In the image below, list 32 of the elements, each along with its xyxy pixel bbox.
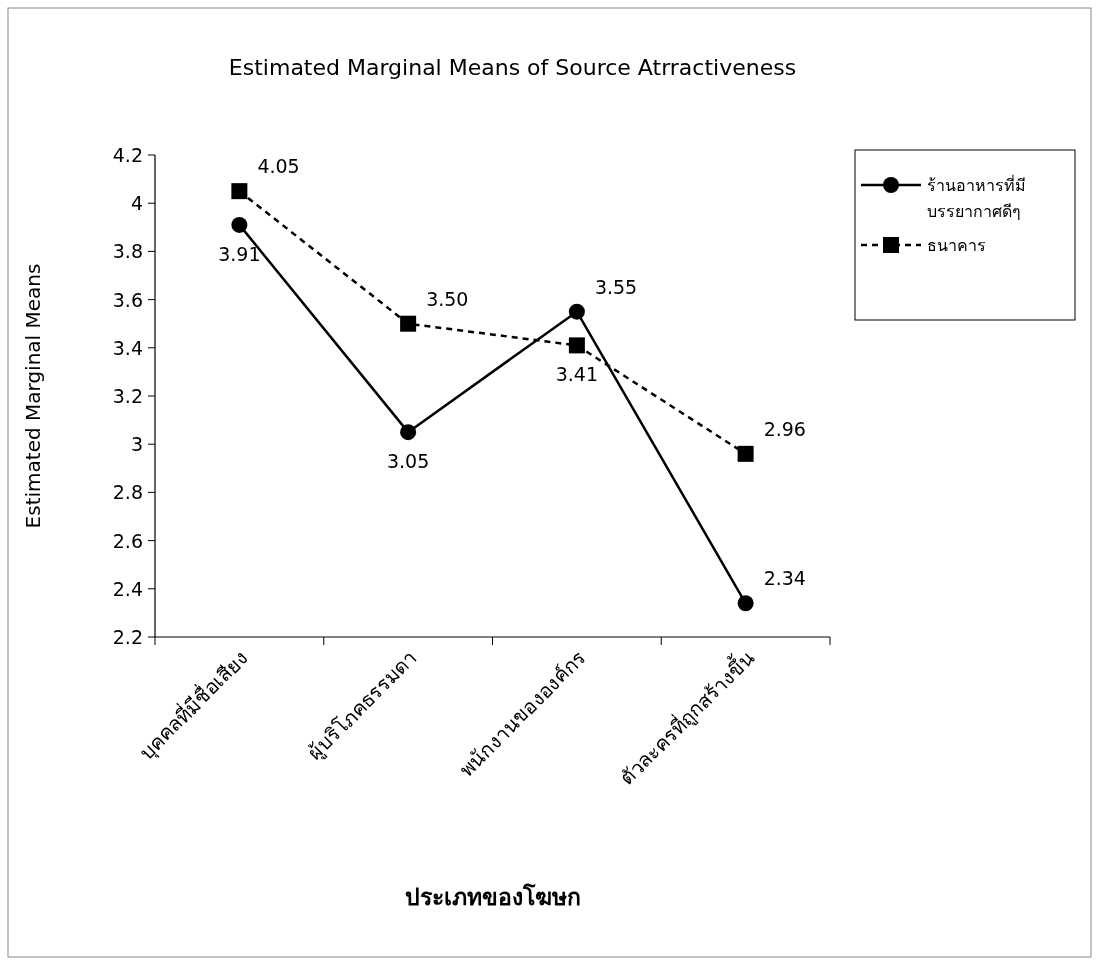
ytick: 2.4 — [112, 577, 143, 600]
value-label: 2.34 — [763, 567, 806, 590]
value-label: 3.41 — [555, 363, 599, 386]
point — [737, 445, 754, 462]
ytick: 4.2 — [112, 144, 143, 166]
point — [231, 216, 248, 233]
value-label: 3.55 — [594, 275, 638, 298]
ytick: 3.4 — [112, 336, 143, 359]
legend-label: ร้านอาหารที่มีบรรยากาศดีๆ — [927, 174, 1027, 223]
ylabel: Estimated Marginal Means — [21, 263, 45, 529]
legend-label: ธนาคาร — [927, 235, 987, 257]
value-label: 4.05 — [257, 155, 300, 178]
ytick: 4 — [130, 192, 143, 215]
point — [400, 424, 417, 441]
point — [400, 315, 417, 332]
point — [231, 183, 248, 200]
ytick: 2.8 — [112, 481, 143, 504]
point — [737, 595, 754, 612]
title: Estimated Marginal Means of Source Atrractiveness — [228, 55, 797, 80]
value-label: 2.96 — [763, 417, 806, 440]
value-label: 3.05 — [386, 450, 430, 473]
ytick: 2.6 — [112, 529, 143, 552]
ytick: 2.2 — [112, 626, 143, 648]
ytick: 3.8 — [112, 240, 143, 263]
value-label: 3.50 — [426, 287, 469, 310]
xlabel: ประเภทของโฆษก — [404, 884, 581, 910]
ytick: 3.2 — [112, 385, 143, 407]
ytick: 3 — [130, 433, 143, 456]
ytick: 3.6 — [112, 288, 143, 311]
point — [568, 337, 585, 354]
value-label: 3.91 — [218, 242, 261, 265]
point — [568, 303, 585, 320]
